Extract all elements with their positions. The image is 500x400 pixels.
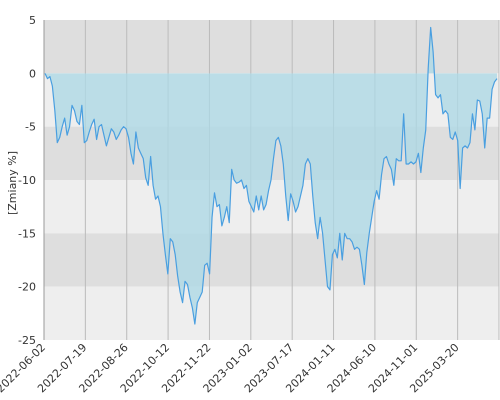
y-tick-label-3: -10 [18,174,36,187]
y-tick-label-2: -5 [25,121,36,134]
y-axis-label: [Zmiany %] [6,151,19,215]
y-band-4 [44,233,499,287]
y-tick-label-4: -15 [18,227,36,240]
y-band-5 [44,286,499,340]
x-tick-labels: 2022-06-022022-07-192022-08-262022-10-12… [0,341,462,395]
series-line [44,26,498,325]
y-band-0 [44,20,499,74]
y-tick-label-6: -25 [18,334,36,347]
y-tick-label-5: -20 [18,281,36,294]
y-tick-label-1: 0 [29,67,36,80]
y-band-3 [44,180,499,234]
y-tick-label-0: 5 [29,14,36,27]
y-tick-labels: 5 0 -5 -10 -15 -20 -25 [18,14,36,347]
